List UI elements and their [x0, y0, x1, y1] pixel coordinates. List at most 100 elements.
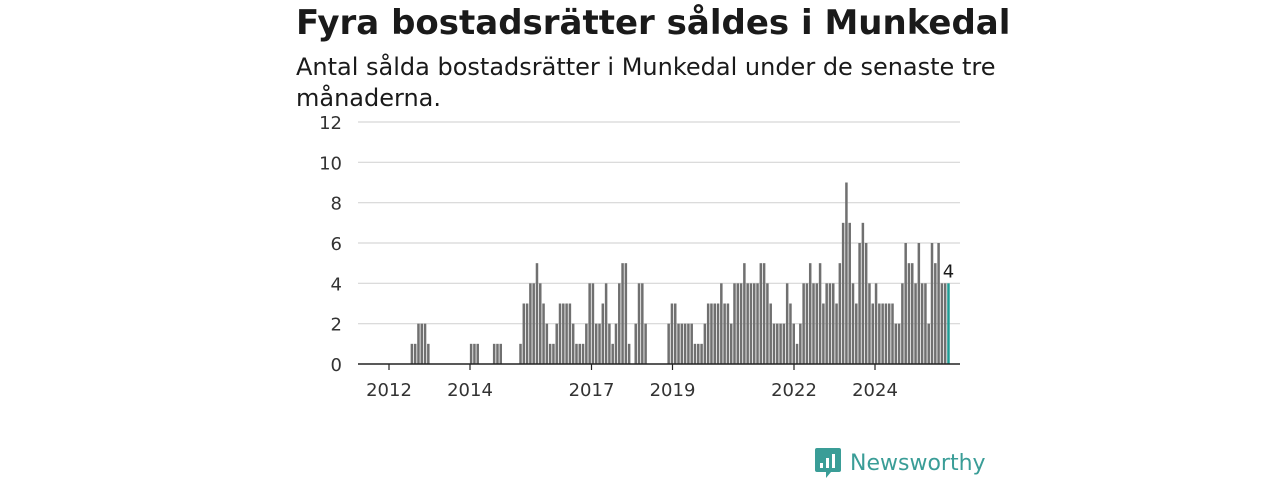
bar [723, 303, 726, 364]
bar [427, 343, 430, 364]
x-tick-label: 2014 [447, 380, 493, 401]
y-tick-label: 4 [331, 274, 342, 295]
bar [815, 283, 819, 364]
bar [943, 283, 947, 364]
bar [726, 303, 730, 364]
bar [799, 323, 802, 364]
bar [614, 323, 618, 364]
bar [818, 263, 822, 364]
bar [529, 283, 532, 364]
bar [927, 323, 930, 364]
bar [894, 323, 898, 364]
bar [683, 323, 687, 364]
bar [585, 323, 588, 364]
bar [558, 303, 562, 364]
bar [423, 323, 427, 364]
bar [841, 222, 845, 364]
bar [878, 303, 881, 364]
bar [700, 343, 703, 364]
bar [410, 343, 414, 364]
bar [568, 303, 572, 364]
bar [756, 283, 759, 364]
bar-highlight [947, 283, 950, 364]
bar [624, 263, 628, 364]
bar [420, 323, 424, 364]
bar [881, 303, 884, 364]
axes [358, 363, 960, 370]
bar [545, 323, 549, 364]
bar [555, 323, 558, 364]
bar [874, 283, 878, 364]
chart-subtitle: Antal sålda bostadsrätter i Munkedal und… [296, 53, 996, 112]
bar [611, 343, 614, 364]
bar [746, 283, 749, 364]
bar [940, 283, 944, 364]
bar [792, 323, 795, 364]
bar [680, 323, 684, 364]
bar [785, 283, 789, 364]
bar [924, 283, 927, 364]
bar [532, 283, 535, 364]
y-tick-label: 6 [331, 234, 342, 255]
y-tick-label: 10 [319, 153, 342, 174]
bar [901, 283, 904, 364]
bar [884, 303, 888, 364]
y-tick-label: 2 [331, 315, 342, 336]
bar [496, 343, 499, 364]
bar [588, 283, 591, 364]
y-tick-label: 8 [331, 194, 342, 215]
bar [413, 343, 417, 364]
y-tick-label: 0 [331, 355, 342, 376]
bars [410, 182, 950, 364]
bar [670, 303, 674, 364]
bar [601, 303, 605, 364]
bar [562, 303, 565, 364]
bar [581, 343, 585, 364]
y-tick-label: 12 [319, 113, 342, 134]
bar [782, 323, 786, 364]
bar [868, 283, 871, 364]
bar [641, 283, 644, 364]
bar [539, 283, 542, 364]
bar [525, 303, 529, 364]
bar [822, 303, 825, 364]
bar [519, 343, 522, 364]
chart-title: Fyra bostadsrätter såldes i Munkedal [296, 3, 1011, 43]
x-tick-label: 2012 [366, 380, 412, 401]
newsworthy-logo-icon [815, 448, 841, 478]
bar [930, 243, 934, 364]
x-tick-label: 2019 [650, 380, 696, 401]
bar [634, 323, 637, 364]
bar [673, 303, 677, 364]
bar [729, 323, 733, 364]
bar [871, 303, 875, 364]
bar [618, 283, 621, 364]
bar [904, 243, 907, 364]
bar [627, 343, 631, 364]
bar [812, 283, 815, 364]
bar [621, 263, 624, 364]
bar [667, 323, 670, 364]
bar [759, 263, 763, 364]
bar [845, 182, 848, 364]
bar [604, 283, 608, 364]
bar [637, 283, 641, 364]
bar [769, 303, 772, 364]
bar [710, 303, 713, 364]
bar [907, 263, 911, 364]
bar [749, 283, 753, 364]
bar [832, 283, 835, 364]
bar [795, 343, 799, 364]
bar [762, 263, 766, 364]
bar [591, 283, 595, 364]
bar [697, 343, 700, 364]
bar [690, 323, 693, 364]
last-value-label: 4 [943, 261, 954, 282]
bar [473, 343, 476, 364]
bar [608, 323, 611, 364]
bar [736, 283, 740, 364]
bar [522, 303, 526, 364]
bar [703, 323, 707, 364]
bar [575, 343, 578, 364]
